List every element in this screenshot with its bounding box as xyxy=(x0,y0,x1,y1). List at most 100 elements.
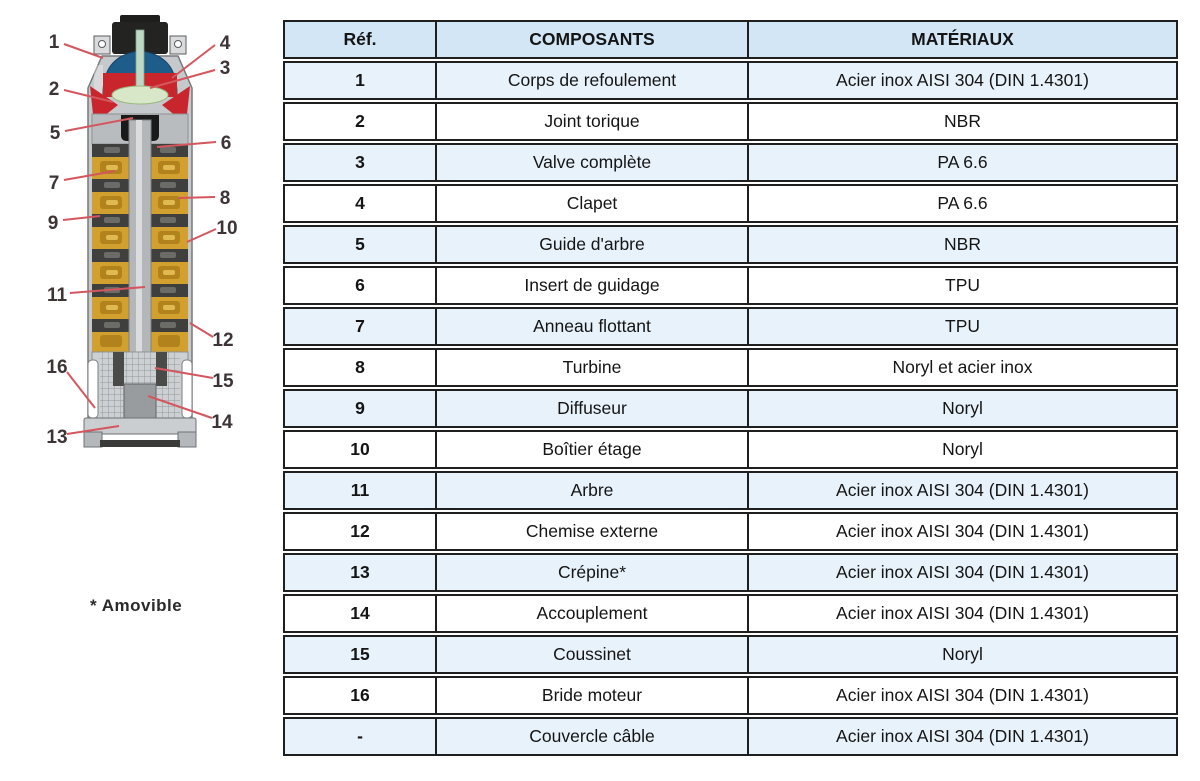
component-cell: Coussinet xyxy=(435,637,747,672)
ref-cell: 8 xyxy=(355,357,365,377)
ref-cell: 11 xyxy=(350,480,370,500)
table-row: 16 Bride moteur Acier inox AISI 304 (DIN 1… xyxy=(283,676,1178,715)
valve-stem xyxy=(135,29,145,95)
ref-cell: 14 xyxy=(350,603,370,623)
ref-cell: 2 xyxy=(355,111,365,131)
callout-11: 11 xyxy=(47,285,68,306)
material-cell: Acier inox AISI 304 (DIN 1.4301) xyxy=(747,473,1176,508)
material-cell: Noryl xyxy=(747,391,1176,426)
callout-6: 6 xyxy=(221,133,232,154)
table-row: 3 Valve complète PA 6.6 xyxy=(283,143,1178,182)
ref-cell: 3 xyxy=(355,152,365,172)
table-row: 11 Arbre Acier inox AISI 304 (DIN 1.4301) xyxy=(283,471,1178,510)
leader-line-7 xyxy=(63,170,116,181)
ref-cell: 12 xyxy=(350,521,370,541)
removable-footnote: * Amovible xyxy=(90,596,183,615)
clapet-disc xyxy=(111,85,169,105)
component-cell: Bride moteur xyxy=(435,678,747,713)
table-body: 1 Corps de refoulement Acier inox AISI 304… xyxy=(283,61,1178,756)
leader-line-3 xyxy=(149,69,216,89)
leader-line-16 xyxy=(66,371,96,409)
material-cell: Acier inox AISI 304 (DIN 1.4301) xyxy=(747,514,1176,549)
material-cell: TPU xyxy=(747,309,1176,344)
component-cell: Clapet xyxy=(435,186,747,221)
leader-line-5 xyxy=(64,117,134,132)
table-row: 4 Clapet PA 6.6 xyxy=(283,184,1178,223)
ref-cell: 13 xyxy=(350,562,370,582)
table-header-row: Réf. COMPOSANTS MATÉRIAUX xyxy=(283,20,1178,59)
material-cell: PA 6.6 xyxy=(747,145,1176,180)
ref-cell: 15 xyxy=(350,644,370,664)
callout-5: 5 xyxy=(50,123,61,144)
table-row: 12 Chemise externe Acier inox AISI 304 (DI… xyxy=(283,512,1178,551)
motor-flange xyxy=(83,417,197,448)
callout-3: 3 xyxy=(220,58,231,79)
material-cell: Acier inox AISI 304 (DIN 1.4301) xyxy=(747,678,1176,713)
component-cell: Anneau flottant xyxy=(435,309,747,344)
table-row: 14 Accouplement Acier inox AISI 304 (DIN 1… xyxy=(283,594,1178,633)
header-ref: Réf. xyxy=(343,29,377,49)
callout-8: 8 xyxy=(220,188,231,209)
callout-12: 12 xyxy=(212,330,233,351)
leader-line-15 xyxy=(154,367,214,379)
leader-line-10 xyxy=(186,228,217,243)
leader-line-9 xyxy=(62,215,101,221)
component-cell: Insert de guidage xyxy=(435,268,747,303)
material-cell: NBR xyxy=(747,227,1176,262)
ref-cell: 16 xyxy=(350,685,370,705)
callout-15: 15 xyxy=(212,371,234,392)
ref-cell: 7 xyxy=(355,316,365,336)
table-row: 2 Joint torique NBR xyxy=(283,102,1178,141)
ref-cell: 1 xyxy=(355,70,365,90)
ref-cell: 5 xyxy=(355,234,365,254)
callout-14: 14 xyxy=(211,412,233,433)
table-row: 6 Insert de guidage TPU xyxy=(283,266,1178,305)
ref-cell: - xyxy=(357,726,363,746)
material-cell: Acier inox AISI 304 (DIN 1.4301) xyxy=(747,596,1176,631)
callout-13: 13 xyxy=(46,427,67,448)
callout-4: 4 xyxy=(220,33,231,54)
header-components: COMPOSANTS xyxy=(435,22,747,57)
table-row: - Couvercle câble Acier inox AISI 304 (DIN… xyxy=(283,717,1178,756)
leader-line-6 xyxy=(156,141,217,148)
leader-line-13 xyxy=(66,425,120,435)
material-cell: Acier inox AISI 304 (DIN 1.4301) xyxy=(747,63,1176,98)
table-row: 9 Diffuseur Noryl xyxy=(283,389,1178,428)
callout-7: 7 xyxy=(49,173,60,194)
callout-16: 16 xyxy=(46,357,67,378)
component-cell: Chemise externe xyxy=(435,514,747,549)
component-cell: Valve complète xyxy=(435,145,747,180)
material-cell: PA 6.6 xyxy=(747,186,1176,221)
callout-10: 10 xyxy=(216,218,237,239)
table-row: 7 Anneau flottant TPU xyxy=(283,307,1178,346)
callout-9: 9 xyxy=(48,213,59,234)
component-cell: Corps de refoulement xyxy=(435,63,747,98)
component-cell: Crépine* xyxy=(435,555,747,590)
header-materials: MATÉRIAUX xyxy=(747,22,1176,57)
material-cell: NBR xyxy=(747,104,1176,139)
leader-line-12 xyxy=(189,322,214,338)
table-row: 8 Turbine Noryl et acier inox xyxy=(283,348,1178,387)
component-cell: Turbine xyxy=(435,350,747,385)
leader-line-14 xyxy=(147,395,213,419)
callout-2: 2 xyxy=(49,79,60,100)
table-row: 1 Corps de refoulement Acier inox AISI 304… xyxy=(283,61,1178,100)
table-row: 5 Guide d'arbre NBR xyxy=(283,225,1178,264)
component-cell: Joint torique xyxy=(435,104,747,139)
leader-line-11 xyxy=(69,286,146,294)
leader-line-4 xyxy=(171,44,216,79)
callout-1: 1 xyxy=(49,32,60,53)
leader-line-2 xyxy=(63,89,114,103)
table-row: 10 Boîtier étage Noryl xyxy=(283,430,1178,469)
lifting-lugs xyxy=(93,35,187,55)
material-cell: Noryl xyxy=(747,637,1176,672)
table-row: 15 Coussinet Noryl xyxy=(283,635,1178,674)
component-cell: Accouplement xyxy=(435,596,747,631)
material-cell: TPU xyxy=(747,268,1176,303)
component-cell: Arbre xyxy=(435,473,747,508)
table-row: 13 Crépine* Acier inox AISI 304 (DIN 1.430… xyxy=(283,553,1178,592)
ref-cell: 4 xyxy=(355,193,365,213)
components-materials-table: Réf. COMPOSANTS MATÉRIAUX 1 Corps de refo… xyxy=(283,20,1178,758)
